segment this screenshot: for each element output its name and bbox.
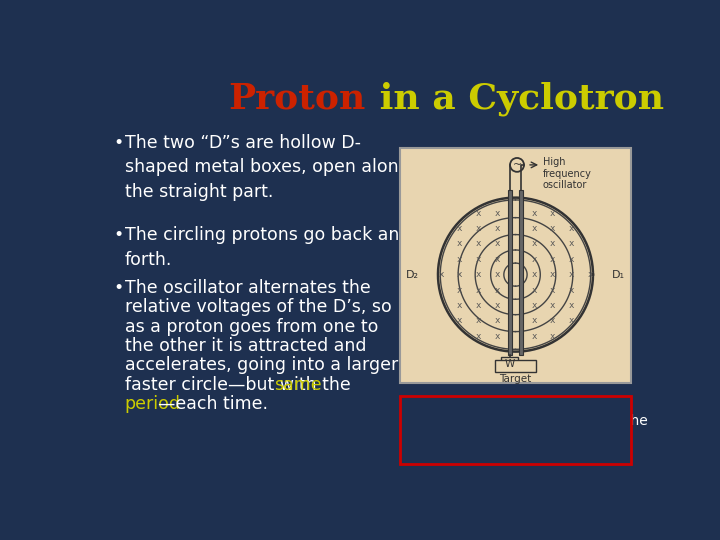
Text: x: x bbox=[531, 316, 537, 325]
Bar bbox=[519, 190, 523, 355]
Text: x: x bbox=[494, 270, 500, 279]
Text: x: x bbox=[457, 286, 462, 294]
Text: x: x bbox=[550, 286, 555, 294]
Text: •: • bbox=[113, 134, 124, 152]
Text: x: x bbox=[531, 255, 537, 264]
Text: the other it is attracted and: the other it is attracted and bbox=[125, 337, 366, 355]
Text: as a proton goes from one to: as a proton goes from one to bbox=[125, 318, 378, 336]
Text: same: same bbox=[274, 376, 322, 394]
Text: x: x bbox=[494, 286, 500, 294]
Text: x: x bbox=[531, 239, 537, 248]
Text: x: x bbox=[494, 332, 500, 341]
Text: x: x bbox=[531, 332, 537, 341]
Text: x: x bbox=[476, 332, 481, 341]
Text: x: x bbox=[457, 270, 462, 279]
Text: x: x bbox=[569, 316, 574, 325]
Text: faster circle—but with the: faster circle—but with the bbox=[125, 376, 356, 394]
Text: The oscillator alternates the: The oscillator alternates the bbox=[125, 279, 371, 297]
Text: •: • bbox=[113, 226, 124, 245]
Text: in a Cyclotron: in a Cyclotron bbox=[366, 82, 664, 116]
Text: x: x bbox=[550, 208, 555, 218]
Text: x: x bbox=[438, 270, 444, 279]
Text: x: x bbox=[457, 316, 462, 325]
Bar bbox=[400, 148, 631, 383]
Text: The two “D”s are hollow D-
shaped metal boxes, open along
the straight part.: The two “D”s are hollow D- shaped metal … bbox=[125, 134, 410, 201]
Text: accelerates, going into a larger,: accelerates, going into a larger, bbox=[125, 356, 404, 374]
Text: x: x bbox=[494, 255, 500, 264]
Text: If the proton reaches: If the proton reaches bbox=[405, 402, 555, 416]
Text: x: x bbox=[476, 255, 481, 264]
Text: x: x bbox=[588, 270, 593, 279]
Text: x: x bbox=[531, 224, 537, 233]
Text: speeds, its mass increases and the: speeds, its mass increases and the bbox=[405, 414, 648, 428]
Text: period: period bbox=[125, 395, 181, 413]
Text: x: x bbox=[569, 239, 574, 248]
Text: x: x bbox=[550, 270, 555, 279]
Text: x: x bbox=[569, 301, 574, 310]
Text: x: x bbox=[494, 239, 500, 248]
Text: x: x bbox=[569, 224, 574, 233]
Text: x: x bbox=[550, 239, 555, 248]
Text: x: x bbox=[494, 208, 500, 218]
Text: ~: ~ bbox=[513, 160, 522, 170]
Text: x: x bbox=[531, 301, 537, 310]
Text: •: • bbox=[113, 279, 124, 297]
Text: relativistic: relativistic bbox=[501, 402, 573, 416]
Bar bbox=[495, 360, 536, 372]
Text: x: x bbox=[476, 224, 481, 233]
Text: x: x bbox=[531, 208, 537, 218]
Text: Target: Target bbox=[500, 374, 531, 383]
Text: High
frequency
oscillator: High frequency oscillator bbox=[543, 157, 591, 191]
Text: circling time changes.: circling time changes. bbox=[405, 427, 558, 441]
Text: x: x bbox=[550, 255, 555, 264]
Text: x: x bbox=[457, 224, 462, 233]
Text: x: x bbox=[457, 301, 462, 310]
Text: x: x bbox=[476, 208, 481, 218]
Text: x: x bbox=[476, 239, 481, 248]
Text: x: x bbox=[531, 270, 537, 279]
Bar bbox=[508, 190, 512, 355]
Text: x: x bbox=[457, 239, 462, 248]
Text: x: x bbox=[569, 270, 574, 279]
Text: —each time.: —each time. bbox=[158, 395, 268, 413]
Text: x: x bbox=[550, 301, 555, 310]
Text: Proton: Proton bbox=[228, 82, 365, 116]
Text: The circling protons go back and
forth.: The circling protons go back and forth. bbox=[125, 226, 410, 269]
Text: W: W bbox=[505, 359, 515, 369]
Text: x: x bbox=[494, 316, 500, 325]
Text: x: x bbox=[476, 270, 481, 279]
Text: x: x bbox=[569, 255, 574, 264]
Bar bbox=[501, 356, 518, 370]
Text: x: x bbox=[476, 301, 481, 310]
Text: x: x bbox=[550, 224, 555, 233]
Text: x: x bbox=[476, 286, 481, 294]
Text: D₁: D₁ bbox=[612, 269, 625, 280]
Text: D₂: D₂ bbox=[406, 269, 419, 280]
Text: x: x bbox=[531, 286, 537, 294]
Text: x: x bbox=[550, 316, 555, 325]
Text: x: x bbox=[494, 301, 500, 310]
Text: relative voltages of the D’s, so: relative voltages of the D’s, so bbox=[125, 298, 392, 316]
Text: x: x bbox=[457, 255, 462, 264]
Bar bbox=[400, 396, 631, 464]
Text: x: x bbox=[494, 224, 500, 233]
Text: x: x bbox=[476, 316, 481, 325]
Text: x: x bbox=[550, 332, 555, 341]
Text: x: x bbox=[569, 286, 574, 294]
